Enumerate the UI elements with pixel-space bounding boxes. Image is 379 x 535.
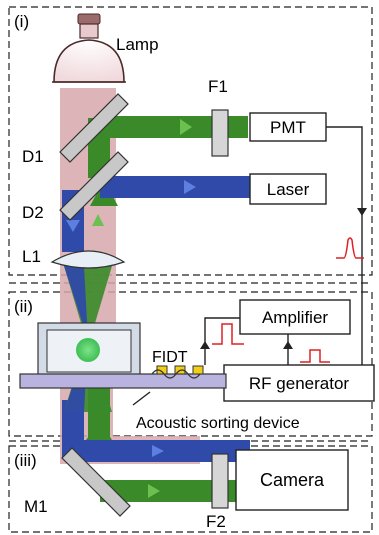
camera-box xyxy=(235,449,349,511)
pmt-signal-pulse xyxy=(336,237,364,259)
laser-box xyxy=(249,173,327,205)
laser-label: Laser xyxy=(267,180,310,199)
section-iii-label: (iii) xyxy=(14,451,37,470)
acoustic-wave xyxy=(151,369,201,379)
rf-generator-box xyxy=(223,364,375,402)
f1-label: F1 xyxy=(208,77,228,96)
section-ii-label: (ii) xyxy=(14,297,33,316)
amplifier-box xyxy=(239,299,351,335)
amplifier-label: Amplifier xyxy=(262,308,328,327)
pmt-label: PMT xyxy=(270,118,306,137)
dichroic-mirror-d2 xyxy=(59,151,129,221)
d2-label: D2 xyxy=(22,203,44,222)
section-i-frame xyxy=(8,6,373,276)
lamp-label: Lamp xyxy=(116,35,159,54)
amplified-pulse xyxy=(212,323,244,345)
section-i-label: (i) xyxy=(14,12,29,31)
cell xyxy=(76,338,100,362)
pmt-box xyxy=(249,112,327,142)
signal-wires xyxy=(132,126,363,406)
trigger-pulse xyxy=(300,349,330,363)
filter-f1 xyxy=(211,109,229,157)
f2-label: F2 xyxy=(206,512,226,531)
camera-label: Camera xyxy=(260,470,325,490)
l1-label: L1 xyxy=(22,247,41,266)
lamp-icon xyxy=(52,13,126,83)
lens-l1 xyxy=(50,250,126,269)
mirror-m1 xyxy=(61,447,131,517)
d1-label: D1 xyxy=(22,147,44,166)
m1-label: M1 xyxy=(24,497,48,516)
filter-f2 xyxy=(211,453,229,509)
rf-generator-label: RF generator xyxy=(249,374,349,393)
arrow-head xyxy=(200,341,210,349)
dichroic-mirror-d1 xyxy=(59,93,129,163)
arrow-head xyxy=(357,208,367,216)
fidt-label: FIDT xyxy=(152,349,188,366)
acoustic-device-label: Acoustic sorting device xyxy=(136,415,300,432)
arrow-head xyxy=(283,341,293,349)
